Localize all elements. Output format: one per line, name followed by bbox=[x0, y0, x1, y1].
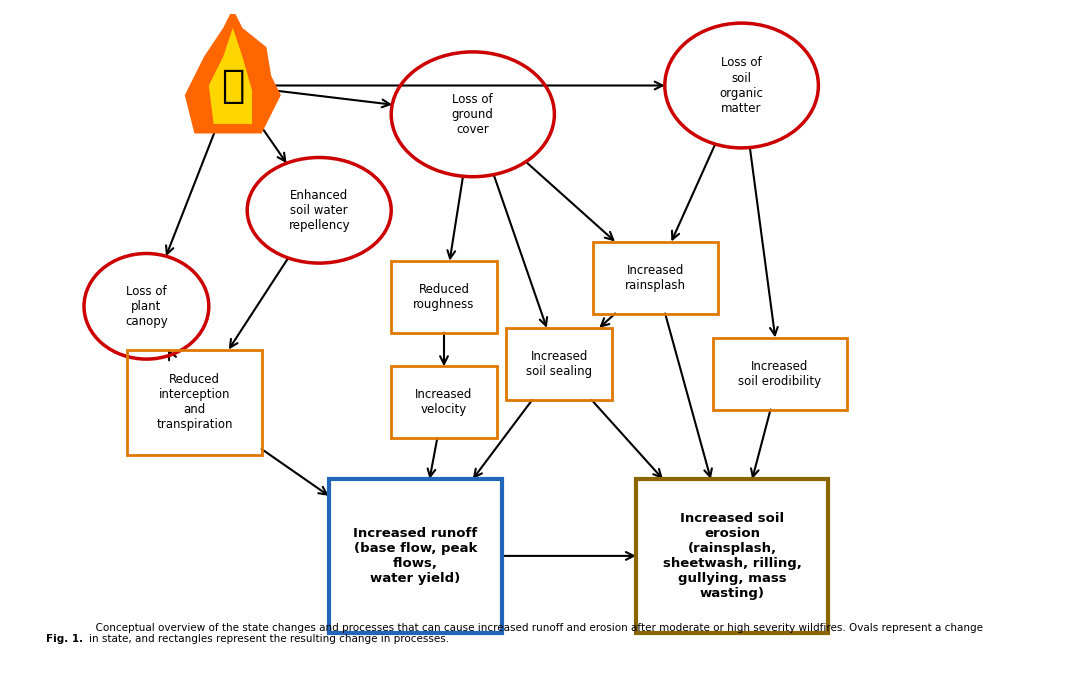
Text: Loss of
ground
cover: Loss of ground cover bbox=[451, 92, 494, 136]
Text: Increased
soil sealing: Increased soil sealing bbox=[526, 350, 592, 378]
Text: Conceptual overview of the state changes and processes that can cause increased : Conceptual overview of the state changes… bbox=[89, 622, 983, 644]
Text: Reduced
roughness: Reduced roughness bbox=[414, 283, 475, 310]
Text: Increased
soil erodibility: Increased soil erodibility bbox=[739, 360, 822, 387]
Polygon shape bbox=[185, 9, 281, 134]
Text: Increased soil
erosion
(rainsplash,
sheetwash, rilling,
gullying, mass
wasting): Increased soil erosion (rainsplash, shee… bbox=[662, 512, 801, 600]
Text: Loss of
soil
organic
matter: Loss of soil organic matter bbox=[719, 57, 764, 115]
Text: Increased
velocity: Increased velocity bbox=[416, 388, 473, 416]
Text: Enhanced
soil water
repellency: Enhanced soil water repellency bbox=[288, 189, 350, 232]
Text: Fig. 1.: Fig. 1. bbox=[45, 634, 83, 644]
Text: Increased
rainsplash: Increased rainsplash bbox=[624, 263, 686, 292]
Text: Reduced
interception
and
transpiration: Reduced interception and transpiration bbox=[157, 373, 232, 431]
Polygon shape bbox=[208, 28, 252, 124]
Text: Loss of
plant
canopy: Loss of plant canopy bbox=[125, 285, 167, 328]
Text: 🔥: 🔥 bbox=[221, 67, 244, 105]
Text: Increased runoff
(base flow, peak
flows,
water yield): Increased runoff (base flow, peak flows,… bbox=[353, 527, 477, 585]
